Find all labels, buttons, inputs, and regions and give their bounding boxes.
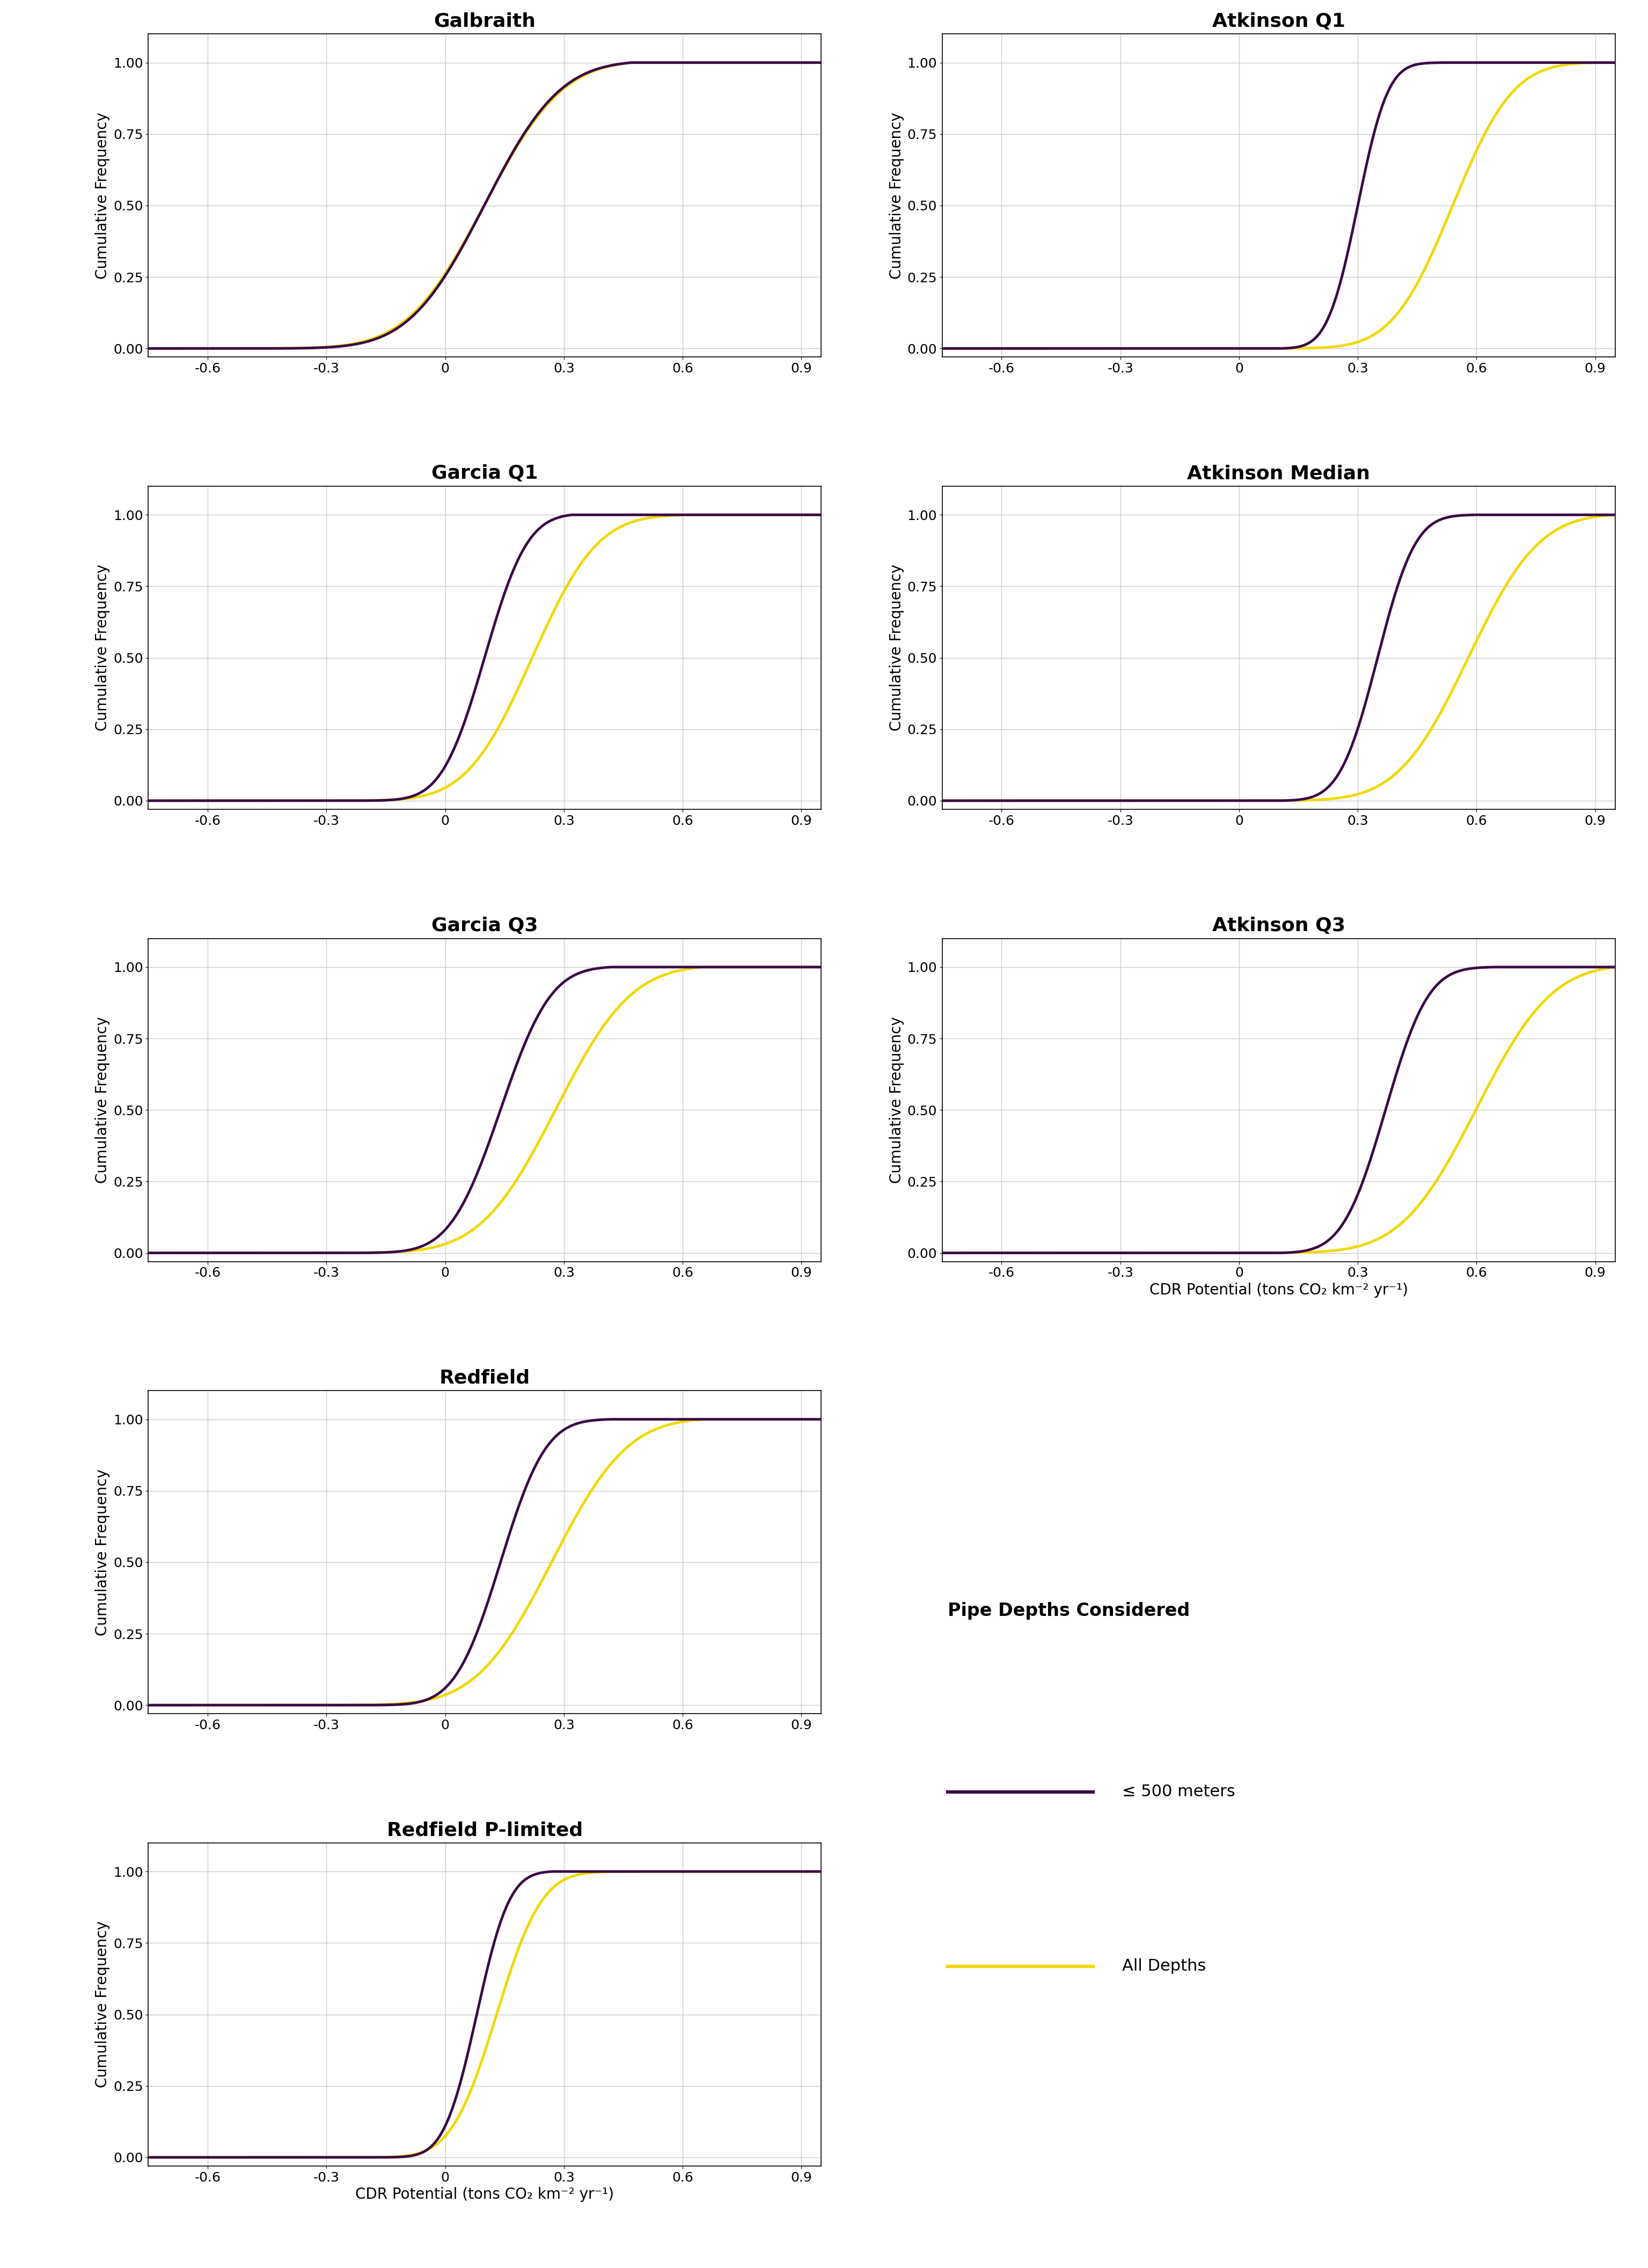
Text: All Depths: All Depths (1122, 1960, 1206, 1973)
X-axis label: CDR Potential (tons CO₂ km⁻² yr⁻¹): CDR Potential (tons CO₂ km⁻² yr⁻¹) (1149, 1284, 1407, 1297)
Y-axis label: Cumulative Frequency: Cumulative Frequency (96, 1470, 110, 1635)
Text: ≤ 500 meters: ≤ 500 meters (1122, 1785, 1234, 1799)
X-axis label: CDR Potential (tons CO₂ km⁻² yr⁻¹): CDR Potential (tons CO₂ km⁻² yr⁻¹) (356, 2186, 615, 2202)
Title: Garcia Q1: Garcia Q1 (432, 465, 537, 483)
Title: Atkinson Q3: Atkinson Q3 (1211, 916, 1345, 934)
Y-axis label: Cumulative Frequency: Cumulative Frequency (890, 1016, 905, 1184)
Title: Atkinson Median: Atkinson Median (1187, 465, 1369, 483)
Text: Pipe Depths Considered: Pipe Depths Considered (948, 1601, 1190, 1619)
Title: Garcia Q3: Garcia Q3 (432, 916, 537, 934)
Y-axis label: Cumulative Frequency: Cumulative Frequency (890, 565, 905, 730)
Title: Redfield: Redfield (440, 1370, 531, 1388)
Y-axis label: Cumulative Frequency: Cumulative Frequency (96, 1921, 110, 2089)
Y-axis label: Cumulative Frequency: Cumulative Frequency (890, 111, 905, 279)
Title: Redfield P-limited: Redfield P-limited (387, 1821, 583, 1839)
Title: Atkinson Q1: Atkinson Q1 (1211, 11, 1345, 29)
Y-axis label: Cumulative Frequency: Cumulative Frequency (96, 1016, 110, 1184)
Y-axis label: Cumulative Frequency: Cumulative Frequency (96, 111, 110, 279)
Y-axis label: Cumulative Frequency: Cumulative Frequency (96, 565, 110, 730)
Title: Galbraith: Galbraith (433, 11, 536, 29)
